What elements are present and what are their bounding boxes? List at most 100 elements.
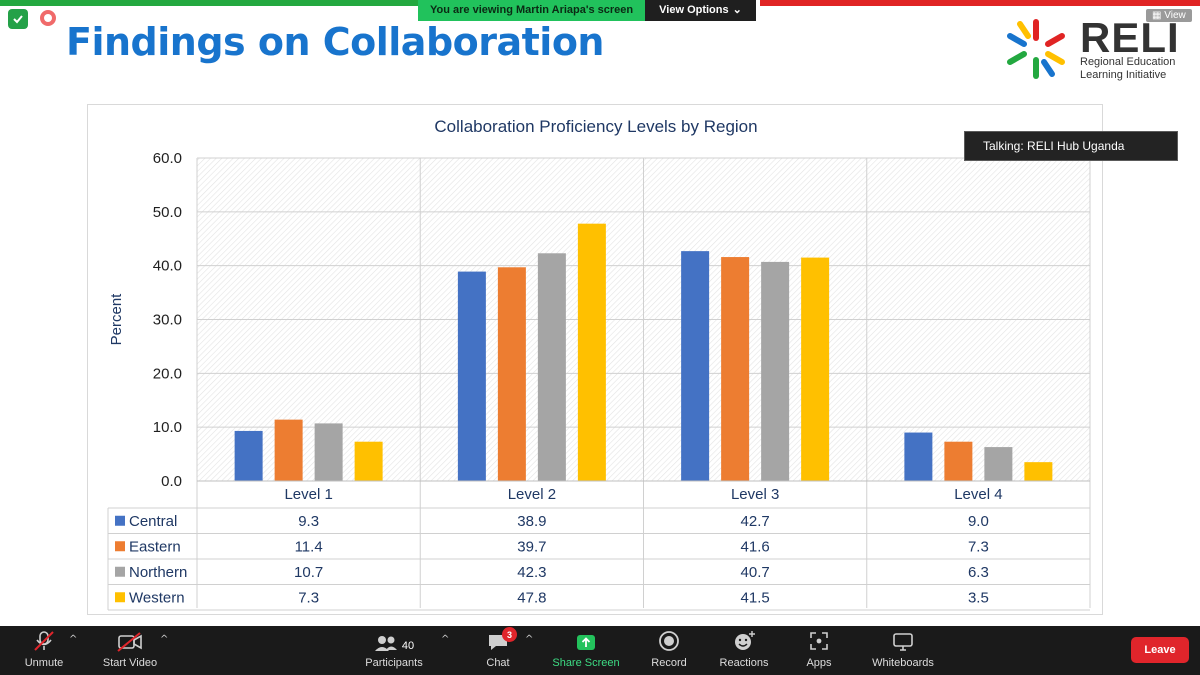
table-value: 3.5 bbox=[968, 589, 989, 606]
reli-subtitle-line2: Learning Initiative bbox=[1080, 69, 1167, 81]
legend-label-eastern: Eastern bbox=[129, 538, 181, 555]
participants-icon bbox=[374, 636, 397, 651]
legend-swatch-northern bbox=[115, 566, 125, 577]
participants-button[interactable]: 40 Participants bbox=[362, 626, 426, 675]
legend-swatch-western bbox=[115, 592, 125, 603]
share-screen-icon bbox=[575, 626, 597, 654]
table-value: 42.7 bbox=[741, 513, 770, 530]
table-value: 41.5 bbox=[741, 589, 770, 606]
bar-northern-4 bbox=[984, 447, 1013, 481]
y-tick-label: 10.0 bbox=[153, 419, 182, 436]
y-tick-label: 60.0 bbox=[153, 150, 182, 167]
bar-central-2 bbox=[457, 271, 486, 481]
legend-label-western: Western bbox=[129, 589, 185, 606]
table-value: 6.3 bbox=[968, 564, 989, 581]
view-options-label: View Options bbox=[659, 4, 729, 16]
start-video-button[interactable]: Start Video bbox=[98, 626, 162, 675]
share-screen-label: Share Screen bbox=[552, 657, 620, 669]
video-off-icon bbox=[116, 626, 144, 654]
legend-label-northern: Northern bbox=[129, 564, 187, 581]
view-options-button[interactable]: View Options ⌄ bbox=[645, 0, 756, 21]
x-tick-label: Level 4 bbox=[954, 486, 1002, 503]
bar-eastern-4 bbox=[944, 441, 973, 481]
reli-logo: RELI Regional Education Learning Initiat… bbox=[1000, 14, 1195, 86]
bar-central-4 bbox=[904, 432, 933, 481]
table-value: 9.3 bbox=[298, 513, 319, 530]
bar-western-3 bbox=[801, 257, 830, 481]
bar-western-4 bbox=[1024, 462, 1053, 481]
bar-central-1 bbox=[234, 430, 263, 481]
top-red-stripe bbox=[760, 0, 1200, 6]
bar-northern-1 bbox=[314, 423, 343, 481]
chat-options-caret-icon[interactable]: ^ bbox=[525, 634, 534, 645]
bar-northern-2 bbox=[537, 253, 566, 481]
participants-label: Participants bbox=[365, 657, 423, 669]
x-tick-label: Level 2 bbox=[508, 486, 556, 503]
meeting-toolbar: Unmute ^ Start Video ^ bbox=[0, 626, 1200, 675]
x-tick-label: Level 1 bbox=[284, 486, 332, 503]
start-video-label: Start Video bbox=[102, 657, 158, 669]
recording-indicator-icon[interactable] bbox=[40, 10, 56, 26]
reactions-label: Reactions bbox=[719, 657, 769, 669]
chart-container: Collaboration Proficiency Levels by Regi… bbox=[87, 104, 1103, 615]
y-tick-label: 20.0 bbox=[153, 365, 182, 382]
y-tick-label: 0.0 bbox=[161, 473, 182, 490]
chevron-down-icon: ⌄ bbox=[732, 4, 742, 16]
table-value: 7.3 bbox=[298, 589, 319, 606]
chat-unread-badge: 3 bbox=[502, 627, 517, 642]
bar-northern-3 bbox=[761, 261, 790, 481]
bar-eastern-1 bbox=[274, 419, 303, 481]
bar-western-2 bbox=[577, 223, 606, 481]
apps-icon bbox=[808, 626, 830, 654]
view-button-label: View bbox=[1164, 10, 1186, 21]
grid-view-icon: ▦ bbox=[1152, 10, 1162, 21]
y-tick-label: 50.0 bbox=[153, 204, 182, 221]
y-tick-label: 40.0 bbox=[153, 258, 182, 275]
participants-count: 40 bbox=[401, 640, 415, 652]
table-value: 41.6 bbox=[741, 538, 770, 555]
y-tick-label: 30.0 bbox=[153, 312, 182, 329]
whiteboard-icon bbox=[892, 626, 914, 654]
participants-icon-wrap: 40 bbox=[374, 626, 414, 654]
chat-label: Chat bbox=[486, 657, 510, 669]
x-tick-label: Level 3 bbox=[731, 486, 779, 503]
apps-label: Apps bbox=[806, 657, 832, 669]
table-value: 9.0 bbox=[968, 513, 989, 530]
unmute-label: Unmute bbox=[24, 657, 64, 669]
table-value: 11.4 bbox=[295, 538, 323, 555]
bar-eastern-3 bbox=[721, 257, 750, 481]
record-icon bbox=[658, 626, 680, 654]
screen-share-banner: You are viewing Martin Ariapa's screen V… bbox=[418, 0, 756, 21]
bar-western-1 bbox=[354, 441, 383, 481]
chart-title: Collaboration Proficiency Levels by Regi… bbox=[434, 117, 758, 136]
reli-logo-mark-icon bbox=[1007, 19, 1065, 79]
audio-options-caret-icon[interactable]: ^ bbox=[69, 634, 78, 645]
legend-label-central: Central bbox=[129, 513, 177, 530]
whiteboards-button[interactable]: Whiteboards bbox=[864, 626, 942, 675]
reli-subtitle-line1: Regional Education bbox=[1080, 56, 1176, 68]
reactions-button[interactable]: Reactions bbox=[714, 626, 774, 675]
view-button[interactable]: ▦ View bbox=[1146, 9, 1192, 22]
reli-wordmark: RELI bbox=[1080, 14, 1180, 61]
security-shield-icon[interactable] bbox=[8, 9, 28, 29]
table-value: 38.9 bbox=[517, 513, 546, 530]
table-value: 10.7 bbox=[294, 564, 323, 581]
apps-button[interactable]: Apps bbox=[800, 626, 838, 675]
slide-title: Findings on Collaboration bbox=[66, 20, 604, 64]
viewing-screen-label: You are viewing Martin Ariapa's screen bbox=[418, 0, 646, 21]
table-value: 47.8 bbox=[517, 589, 546, 606]
legend-swatch-central bbox=[115, 515, 125, 526]
talking-indicator: Talking: RELI Hub Uganda bbox=[964, 131, 1178, 161]
video-options-caret-icon[interactable]: ^ bbox=[160, 634, 169, 645]
unmute-button[interactable]: Unmute bbox=[14, 626, 74, 675]
legend-swatch-eastern bbox=[115, 541, 125, 552]
reactions-icon bbox=[732, 626, 756, 654]
table-value: 39.7 bbox=[517, 538, 546, 555]
share-screen-button[interactable]: Share Screen bbox=[550, 626, 622, 675]
table-value: 42.3 bbox=[517, 564, 546, 581]
participants-options-caret-icon[interactable]: ^ bbox=[441, 634, 450, 645]
top-green-stripe bbox=[0, 0, 420, 6]
record-button[interactable]: Record bbox=[646, 626, 692, 675]
leave-button[interactable]: Leave bbox=[1131, 637, 1189, 663]
